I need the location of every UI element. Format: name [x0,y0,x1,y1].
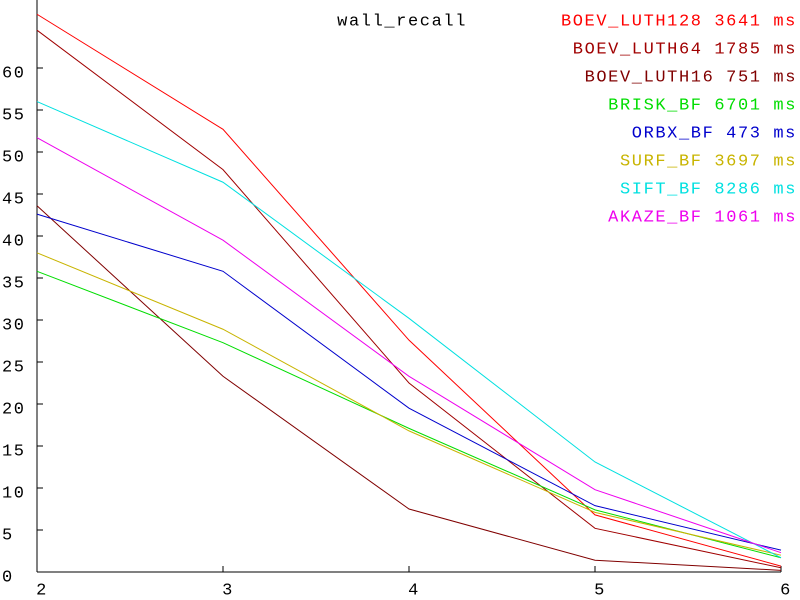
x-tick-label: 5 [594,581,606,600]
series-line [36,270,782,559]
series-line [36,252,782,556]
y-tick-label: 30 [2,316,26,335]
y-tick-label: 15 [2,442,26,461]
y-tick-label: 35 [2,274,26,293]
y-tick-label: 0 [2,568,14,587]
legend-label: BRISK_BF 6701 ms [608,96,797,115]
x-tick-label: 6 [780,581,792,600]
x-tick-label: 4 [408,581,420,600]
legend-label: AKAZE_BF 1061 ms [608,208,797,227]
x-tick-label: 3 [222,581,234,600]
series-line [36,213,782,551]
y-tick-label: 25 [2,358,26,377]
legend-label: BOEV_LUTH128 3641 ms [561,12,797,31]
legend-label: SURF_BF 3697 ms [620,152,797,171]
y-tick-label: 45 [2,190,26,209]
series-line [36,205,782,571]
series-line [36,29,782,569]
x-tick-label: 2 [36,581,48,600]
y-tick-label: 50 [2,148,26,167]
series-line [36,13,782,567]
chart-title: wall_recall [337,12,467,31]
series-line [36,101,782,559]
series-line [36,137,782,554]
y-tick-label: 60 [2,64,26,83]
legend-label: BOEV_LUTH16 751 ms [585,68,797,87]
y-tick-label: 5 [2,526,14,545]
legend-label: ORBX_BF 473 ms [632,124,797,143]
y-tick-label: 55 [2,106,26,125]
legend-label: SIFT_BF 8286 ms [620,180,797,199]
y-tick-label: 40 [2,232,26,251]
y-tick-label: 10 [2,484,26,503]
legend-label: BOEV_LUTH64 1785 ms [573,40,797,59]
y-tick-label: 20 [2,400,26,419]
